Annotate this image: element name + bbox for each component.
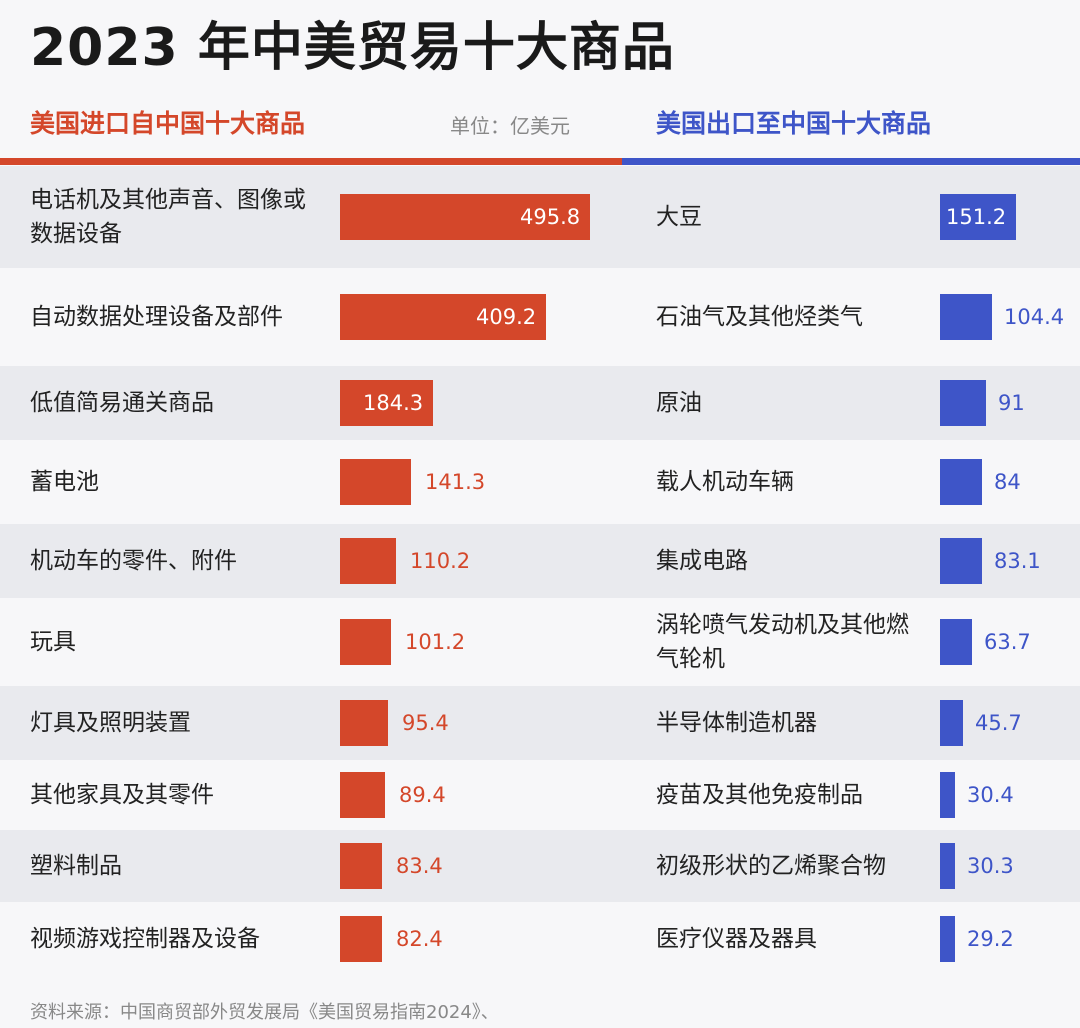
right-bar xyxy=(940,772,955,818)
row-band xyxy=(0,902,1080,975)
right-value-label: 104.4 xyxy=(1004,305,1065,329)
left-category-label: 塑料制品 xyxy=(30,853,122,879)
left-category-label: 自动数据处理设备及部件 xyxy=(30,304,283,330)
right-value-label: 30.4 xyxy=(967,783,1014,807)
left-category-label: 玩具 xyxy=(30,629,76,655)
row-band xyxy=(0,524,1080,598)
right-category-label: 石油气及其他烃类气 xyxy=(656,304,863,330)
right-bar xyxy=(940,700,963,746)
left-category-label: 视频游戏控制器及设备 xyxy=(30,925,260,952)
left-bar xyxy=(340,843,382,889)
right-value-label: 30.3 xyxy=(967,854,1014,878)
right-category-label: 半导体制造机器 xyxy=(656,710,817,736)
right-value-label: 63.7 xyxy=(984,630,1031,654)
right-category-label: 集成电路 xyxy=(656,548,748,574)
left-bar xyxy=(340,619,391,665)
left-category-label: 灯具及照明装置 xyxy=(30,710,191,736)
left-value-label: 101.2 xyxy=(405,630,466,654)
left-bar xyxy=(340,194,590,240)
left-bar xyxy=(340,772,385,818)
right-value-label: 45.7 xyxy=(975,711,1022,735)
right-bar xyxy=(940,194,1016,240)
left-bar xyxy=(340,380,433,426)
right-category-label: 疫苗及其他免疫制品 xyxy=(656,782,863,808)
left-value-label: 82.4 xyxy=(396,926,443,951)
right-bar xyxy=(940,538,982,584)
left-value-label: 141.3 xyxy=(425,470,486,494)
left-category-label: 其他家具及其零件 xyxy=(30,782,214,808)
right-value-label: 29.2 xyxy=(967,926,1014,951)
right-chart-title: 美国出口至中国十大商品 xyxy=(656,109,932,138)
right-category-label: 涡轮喷气发动机及其他燃气轮机 xyxy=(656,612,909,672)
row-band xyxy=(0,366,1080,440)
left-value-label: 184.3 xyxy=(363,391,424,415)
right-category-label: 原油 xyxy=(656,390,702,416)
left-value-label: 89.4 xyxy=(399,783,446,807)
row-band xyxy=(0,440,1080,524)
right-category-label: 初级形状的乙烯聚合物 xyxy=(656,853,886,879)
right-category-label: 大豆 xyxy=(656,204,702,230)
right-value-label: 83.1 xyxy=(994,549,1041,573)
left-category-label: 电话机及其他声音、图像或数据设备 xyxy=(30,187,306,247)
right-value-label: 91 xyxy=(998,391,1025,415)
page-title: 2023 年中美贸易十大商品 xyxy=(30,18,675,78)
unit-label: 单位：亿美元 xyxy=(450,114,570,138)
left-value-label: 95.4 xyxy=(402,711,449,735)
left-value-label: 495.8 xyxy=(520,205,581,229)
right-bar xyxy=(940,843,955,889)
row-band xyxy=(0,598,1080,686)
left-bar xyxy=(340,294,546,340)
right-bar xyxy=(940,915,955,962)
right-rule xyxy=(622,158,1080,165)
left-category-label: 机动车的零件、附件 xyxy=(30,548,237,574)
left-bar xyxy=(340,700,388,746)
left-bar xyxy=(340,538,396,584)
right-bar xyxy=(940,380,986,426)
row-band xyxy=(0,760,1080,830)
left-bar xyxy=(340,915,382,962)
left-category-label: 蓄电池 xyxy=(30,469,99,495)
row-band xyxy=(0,830,1080,902)
right-bar xyxy=(940,619,972,665)
right-bar xyxy=(940,294,992,340)
left-value-label: 83.4 xyxy=(396,854,443,878)
left-bar xyxy=(340,459,411,505)
row-band xyxy=(0,686,1080,760)
right-category-label: 医疗仪器及器具 xyxy=(656,925,817,952)
left-rule xyxy=(0,158,622,165)
right-value-label: 84 xyxy=(994,470,1021,494)
right-category-label: 载人机动车辆 xyxy=(656,469,794,495)
left-value-label: 409.2 xyxy=(476,305,537,329)
right-value-label: 151.2 xyxy=(946,205,1007,229)
left-category-label: 低值简易通关商品 xyxy=(30,390,214,416)
source-note: 资料来源：中国商贸部外贸发展局《美国贸易指南2024》、 xyxy=(30,1002,499,1023)
right-bar xyxy=(940,459,982,505)
left-value-label: 110.2 xyxy=(410,549,471,573)
left-chart-title: 美国进口自中国十大商品 xyxy=(30,109,306,138)
